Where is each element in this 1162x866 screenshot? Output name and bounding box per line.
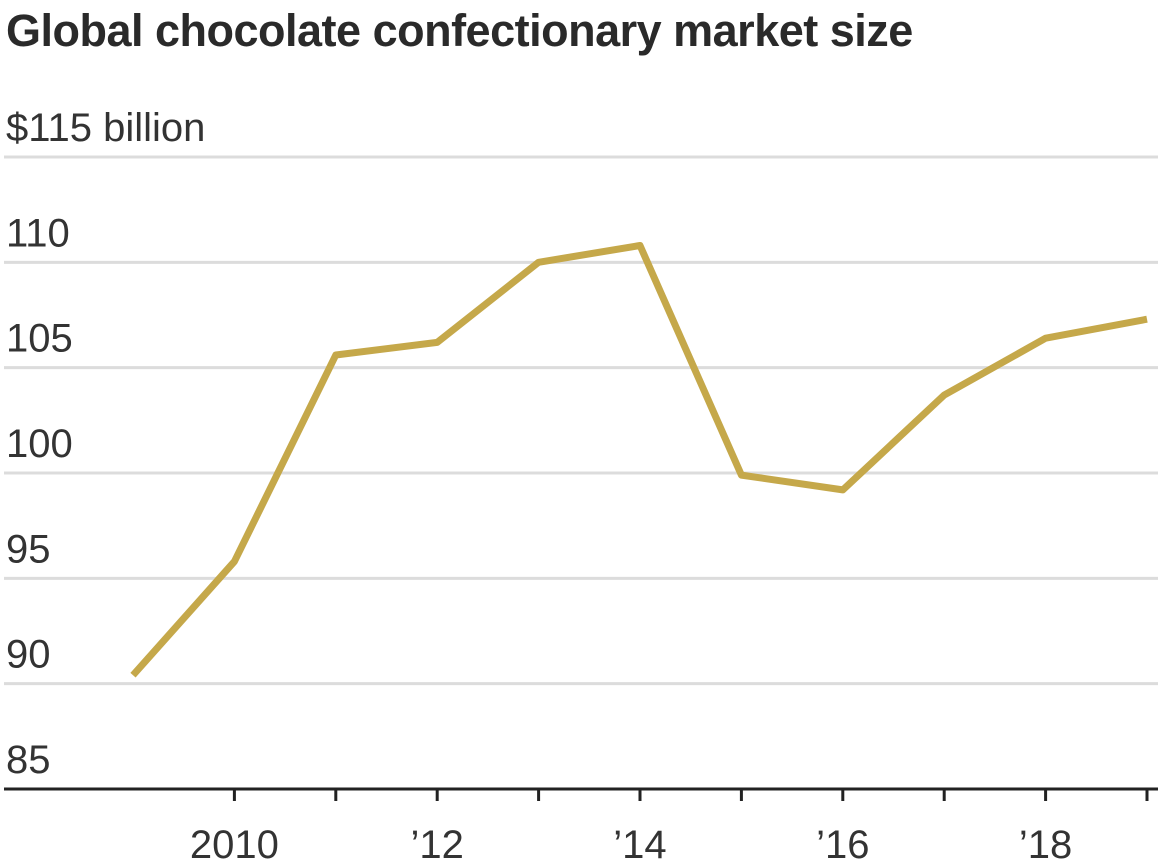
chart-title: Global chocolate confectionary market si… bbox=[6, 5, 913, 56]
series-layer bbox=[130, 242, 1148, 678]
y-tick-label-110: 110 bbox=[6, 211, 70, 255]
y-tick-label-90: 90 bbox=[6, 633, 51, 677]
y-tick-label-95: 95 bbox=[6, 527, 51, 571]
x-axis: 2010 ’12 ’14 ’16 ’18 bbox=[4, 787, 1158, 866]
x-tick-label-2012: ’12 bbox=[411, 823, 464, 866]
x-tick-label-2014: ’14 bbox=[613, 823, 666, 866]
y-axis-labels: $115 billion 110 105 100 95 90 85 bbox=[6, 106, 205, 782]
y-tick-label-85: 85 bbox=[6, 738, 51, 782]
y-tick-label-100: 100 bbox=[6, 422, 73, 466]
y-tick-label-105: 105 bbox=[6, 317, 73, 361]
series-line-0 bbox=[130, 242, 1148, 678]
x-tick-label-2018: ’18 bbox=[1019, 823, 1072, 866]
x-tick-label-2010: 2010 bbox=[190, 823, 279, 866]
y-tick-label-115: $115 billion bbox=[6, 106, 205, 150]
gridlines bbox=[4, 155, 1158, 686]
x-tick-label-2016: ’16 bbox=[816, 823, 869, 866]
